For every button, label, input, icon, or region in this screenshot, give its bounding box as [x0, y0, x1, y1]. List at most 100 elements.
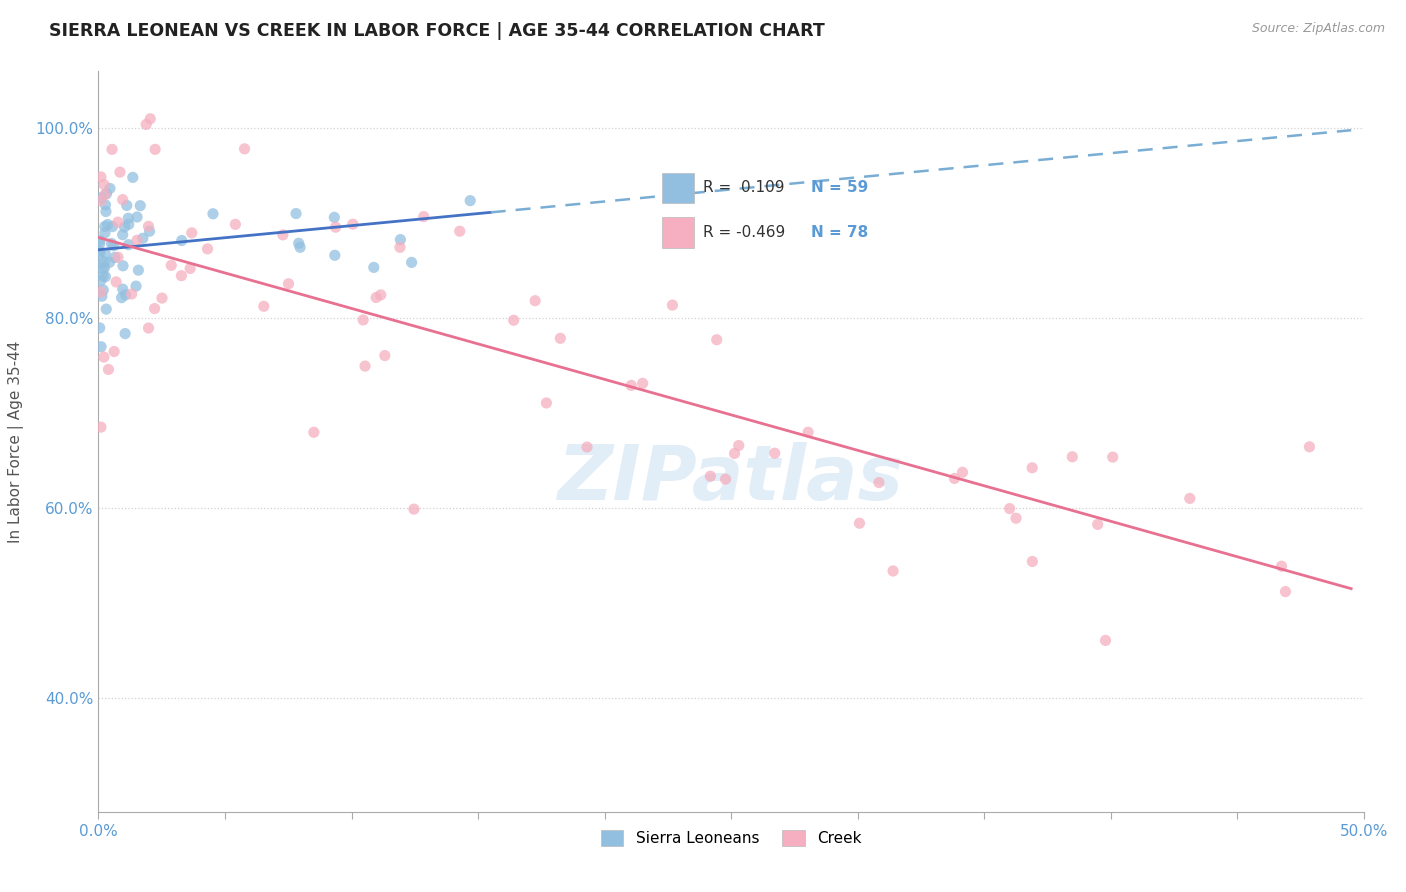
Point: [94, 219, 117, 234]
Point: [135, 117, 157, 131]
Point: [180, 226, 202, 240]
Point: [763, 446, 786, 460]
Point: [143, 142, 166, 156]
Text: Source: ZipAtlas.com: Source: ZipAtlas.com: [1251, 22, 1385, 36]
Point: [90, 169, 112, 184]
Point: [1021, 554, 1043, 568]
Point: [352, 313, 374, 327]
Point: [90, 191, 112, 205]
Point: [90, 285, 112, 299]
Point: [458, 194, 481, 208]
Point: [93, 178, 115, 192]
Point: [125, 210, 148, 224]
Point: [631, 376, 654, 391]
Point: [97, 362, 120, 376]
Point: [550, 331, 572, 345]
Point: [952, 465, 974, 479]
Point: [121, 170, 143, 185]
Point: [302, 425, 325, 440]
Point: [118, 217, 141, 231]
Point: [89, 234, 111, 248]
Point: [101, 219, 124, 234]
Point: [89, 244, 111, 259]
Text: R = -0.469: R = -0.469: [703, 225, 786, 240]
Point: [94, 226, 117, 240]
Point: [366, 291, 388, 305]
Point: [285, 206, 308, 220]
Point: [96, 302, 118, 317]
Point: [104, 251, 127, 265]
Point: [388, 240, 411, 254]
Point: [138, 224, 160, 238]
Point: [125, 233, 148, 247]
Point: [90, 289, 112, 303]
Point: [342, 217, 364, 231]
Point: [103, 344, 125, 359]
Point: [233, 142, 256, 156]
Point: [1274, 584, 1296, 599]
Point: [536, 396, 558, 410]
Point: [998, 501, 1021, 516]
Point: [363, 260, 385, 275]
Point: [271, 227, 294, 242]
Point: [103, 239, 125, 253]
Point: [150, 291, 173, 305]
Point: [576, 440, 599, 454]
Point: [277, 277, 299, 291]
Point: [115, 198, 138, 212]
Point: [287, 236, 309, 251]
Point: [94, 246, 117, 260]
Point: [139, 112, 162, 126]
Point: [848, 516, 870, 531]
Point: [138, 219, 160, 234]
Point: [91, 262, 114, 277]
Point: [90, 257, 112, 271]
Point: [105, 275, 128, 289]
Point: [93, 260, 115, 275]
Point: [402, 502, 425, 516]
Point: [91, 268, 114, 283]
Point: [1270, 559, 1292, 574]
Point: [138, 321, 160, 335]
Point: [502, 313, 524, 327]
Point: [108, 165, 131, 179]
Point: [374, 349, 396, 363]
Point: [170, 268, 193, 283]
Point: [110, 291, 132, 305]
Point: [94, 198, 117, 212]
Text: ZIPatlas: ZIPatlas: [558, 442, 904, 516]
Point: [723, 446, 745, 460]
Point: [1087, 517, 1109, 532]
Point: [661, 298, 683, 312]
Point: [160, 258, 183, 272]
Point: [127, 263, 149, 277]
Point: [89, 321, 111, 335]
Point: [94, 187, 117, 202]
Point: [90, 194, 112, 208]
Point: [370, 288, 392, 302]
Point: [727, 438, 749, 452]
Point: [96, 186, 118, 201]
Point: [98, 181, 121, 195]
Point: [91, 283, 114, 297]
Point: [132, 231, 155, 245]
Point: [882, 564, 904, 578]
Point: [524, 293, 547, 308]
Point: [107, 215, 129, 229]
Point: [224, 218, 246, 232]
Point: [714, 472, 737, 486]
Point: [143, 301, 166, 316]
Point: [129, 199, 152, 213]
Point: [699, 469, 721, 483]
Point: [288, 240, 311, 254]
Point: [325, 220, 347, 235]
Point: [868, 475, 890, 490]
Point: [90, 273, 112, 287]
Legend: Sierra Leoneans, Creek: Sierra Leoneans, Creek: [595, 824, 868, 852]
Point: [114, 288, 136, 302]
Y-axis label: In Labor Force | Age 35-44: In Labor Force | Age 35-44: [8, 341, 24, 542]
Point: [706, 333, 728, 347]
Point: [101, 142, 124, 156]
Point: [1005, 511, 1028, 525]
Point: [125, 279, 148, 293]
